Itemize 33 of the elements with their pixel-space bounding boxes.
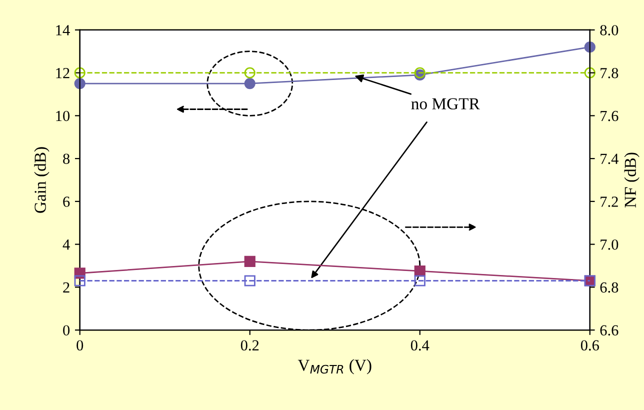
y-tick-label: 0 bbox=[63, 325, 70, 336]
y-tick-label: 14 bbox=[56, 25, 70, 36]
x-axis-title: V$_{MGTR}$ (V) bbox=[298, 359, 372, 374]
y2-tick-label: 8.0 bbox=[600, 25, 618, 36]
y-tick-label: 6 bbox=[63, 196, 70, 207]
y2-tick-label: 7.2 bbox=[600, 196, 618, 207]
y2-tick-label: 7.8 bbox=[600, 68, 618, 78]
annotation: no MGTR bbox=[411, 98, 480, 110]
y2-tick-label: 7.0 bbox=[600, 239, 618, 250]
point bbox=[244, 78, 256, 90]
x-tick-label: 0.4 bbox=[410, 340, 430, 351]
y2-tick-label: 6.6 bbox=[600, 325, 618, 336]
point bbox=[584, 42, 596, 53]
point bbox=[244, 275, 256, 286]
point bbox=[584, 67, 596, 78]
y-tick-label: 12 bbox=[56, 68, 70, 78]
point bbox=[414, 275, 426, 286]
point bbox=[244, 67, 256, 78]
x-tick-label: 0.6 bbox=[580, 340, 599, 351]
y-tick-label: 4 bbox=[62, 240, 70, 250]
x-tick-label: 0.2 bbox=[240, 340, 259, 351]
y-tick-label: 8 bbox=[63, 154, 70, 164]
y2-tick-label: 6.8 bbox=[600, 282, 618, 293]
x-tick-label: 0 bbox=[76, 340, 84, 351]
y-axis-title: Gain (dB) bbox=[34, 147, 50, 213]
y2-axis-title: NF (dB) bbox=[624, 152, 640, 208]
point bbox=[74, 67, 86, 78]
y2-tick-label: 7.6 bbox=[600, 110, 618, 122]
y2-tick-label: 7.4 bbox=[600, 154, 618, 164]
point bbox=[244, 256, 256, 268]
y-tick-label: 10 bbox=[56, 110, 70, 122]
y-tick-label: 2 bbox=[63, 282, 70, 292]
point bbox=[74, 275, 86, 286]
